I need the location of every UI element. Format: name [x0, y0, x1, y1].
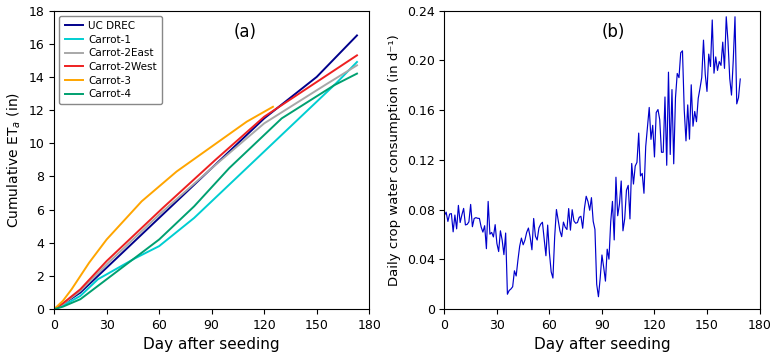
UC DREC: [81, 285, 90, 290]
Carrot-2East: [53, 305, 62, 309]
Carrot-4: [53, 306, 62, 310]
UC DREC: [249, 126, 258, 130]
Carrot-3: [64, 292, 73, 296]
Line: Carrot-3: Carrot-3: [54, 107, 273, 309]
Carrot-4: [212, 179, 221, 184]
Carrot-2East: [249, 130, 258, 135]
Carrot-4: [50, 307, 59, 311]
Carrot-1: [81, 289, 90, 293]
Carrot-4: [81, 293, 90, 297]
Line: Carrot-1: Carrot-1: [54, 62, 357, 309]
Line: Carrot-2West: Carrot-2West: [54, 55, 357, 309]
Carrot-1: [61, 302, 71, 306]
Carrot-3: [195, 153, 204, 158]
Carrot-2West: [53, 305, 62, 309]
Carrot-2East: [61, 299, 71, 304]
UC DREC: [274, 105, 283, 110]
Text: (b): (b): [602, 23, 625, 42]
Carrot-1: [53, 306, 62, 310]
Legend: UC DREC, Carrot-1, Carrot-2East, Carrot-2West, Carrot-3, Carrot-4: UC DREC, Carrot-1, Carrot-2East, Carrot-…: [59, 16, 162, 105]
Line: UC DREC: UC DREC: [54, 35, 357, 309]
Carrot-3: [268, 105, 277, 109]
Carrot-3: [106, 233, 115, 238]
Carrot-4: [274, 120, 283, 124]
Carrot-3: [153, 186, 162, 190]
UC DREC: [50, 307, 59, 311]
Carrot-3: [179, 164, 188, 169]
Carrot-1: [274, 136, 283, 140]
Carrot-4: [61, 303, 71, 307]
Carrot-2West: [81, 281, 90, 286]
Carrot-2East: [212, 161, 221, 166]
Carrot-2East: [50, 307, 59, 311]
UC DREC: [212, 161, 221, 165]
Carrot-3: [184, 161, 193, 165]
Text: (a): (a): [234, 23, 256, 42]
UC DREC: [61, 300, 71, 304]
Carrot-2West: [50, 307, 59, 311]
Carrot-4: [249, 143, 258, 147]
X-axis label: Day after seeding: Day after seeding: [143, 338, 280, 352]
Carrot-3: [50, 307, 59, 311]
Line: Carrot-4: Carrot-4: [54, 74, 357, 309]
Carrot-2East: [81, 284, 90, 288]
Carrot-2East: [352, 63, 361, 67]
Carrot-1: [249, 159, 258, 164]
Line: Carrot-2East: Carrot-2East: [54, 65, 357, 309]
Y-axis label: Cumulative ET$_a$ (in): Cumulative ET$_a$ (in): [5, 92, 23, 228]
Carrot-1: [352, 60, 361, 64]
UC DREC: [352, 33, 361, 38]
Y-axis label: Daily crop water consumption (in d⁻¹): Daily crop water consumption (in d⁻¹): [388, 34, 401, 286]
Carrot-2West: [274, 105, 283, 110]
Carrot-2West: [61, 298, 71, 303]
X-axis label: Day after seeding: Day after seeding: [534, 338, 671, 352]
Carrot-4: [352, 72, 361, 76]
Carrot-1: [212, 194, 221, 198]
Carrot-2West: [212, 156, 221, 161]
Carrot-2West: [249, 124, 258, 128]
Carrot-1: [50, 307, 59, 311]
UC DREC: [53, 305, 62, 309]
Carrot-2West: [352, 53, 361, 58]
Carrot-2East: [274, 112, 283, 117]
